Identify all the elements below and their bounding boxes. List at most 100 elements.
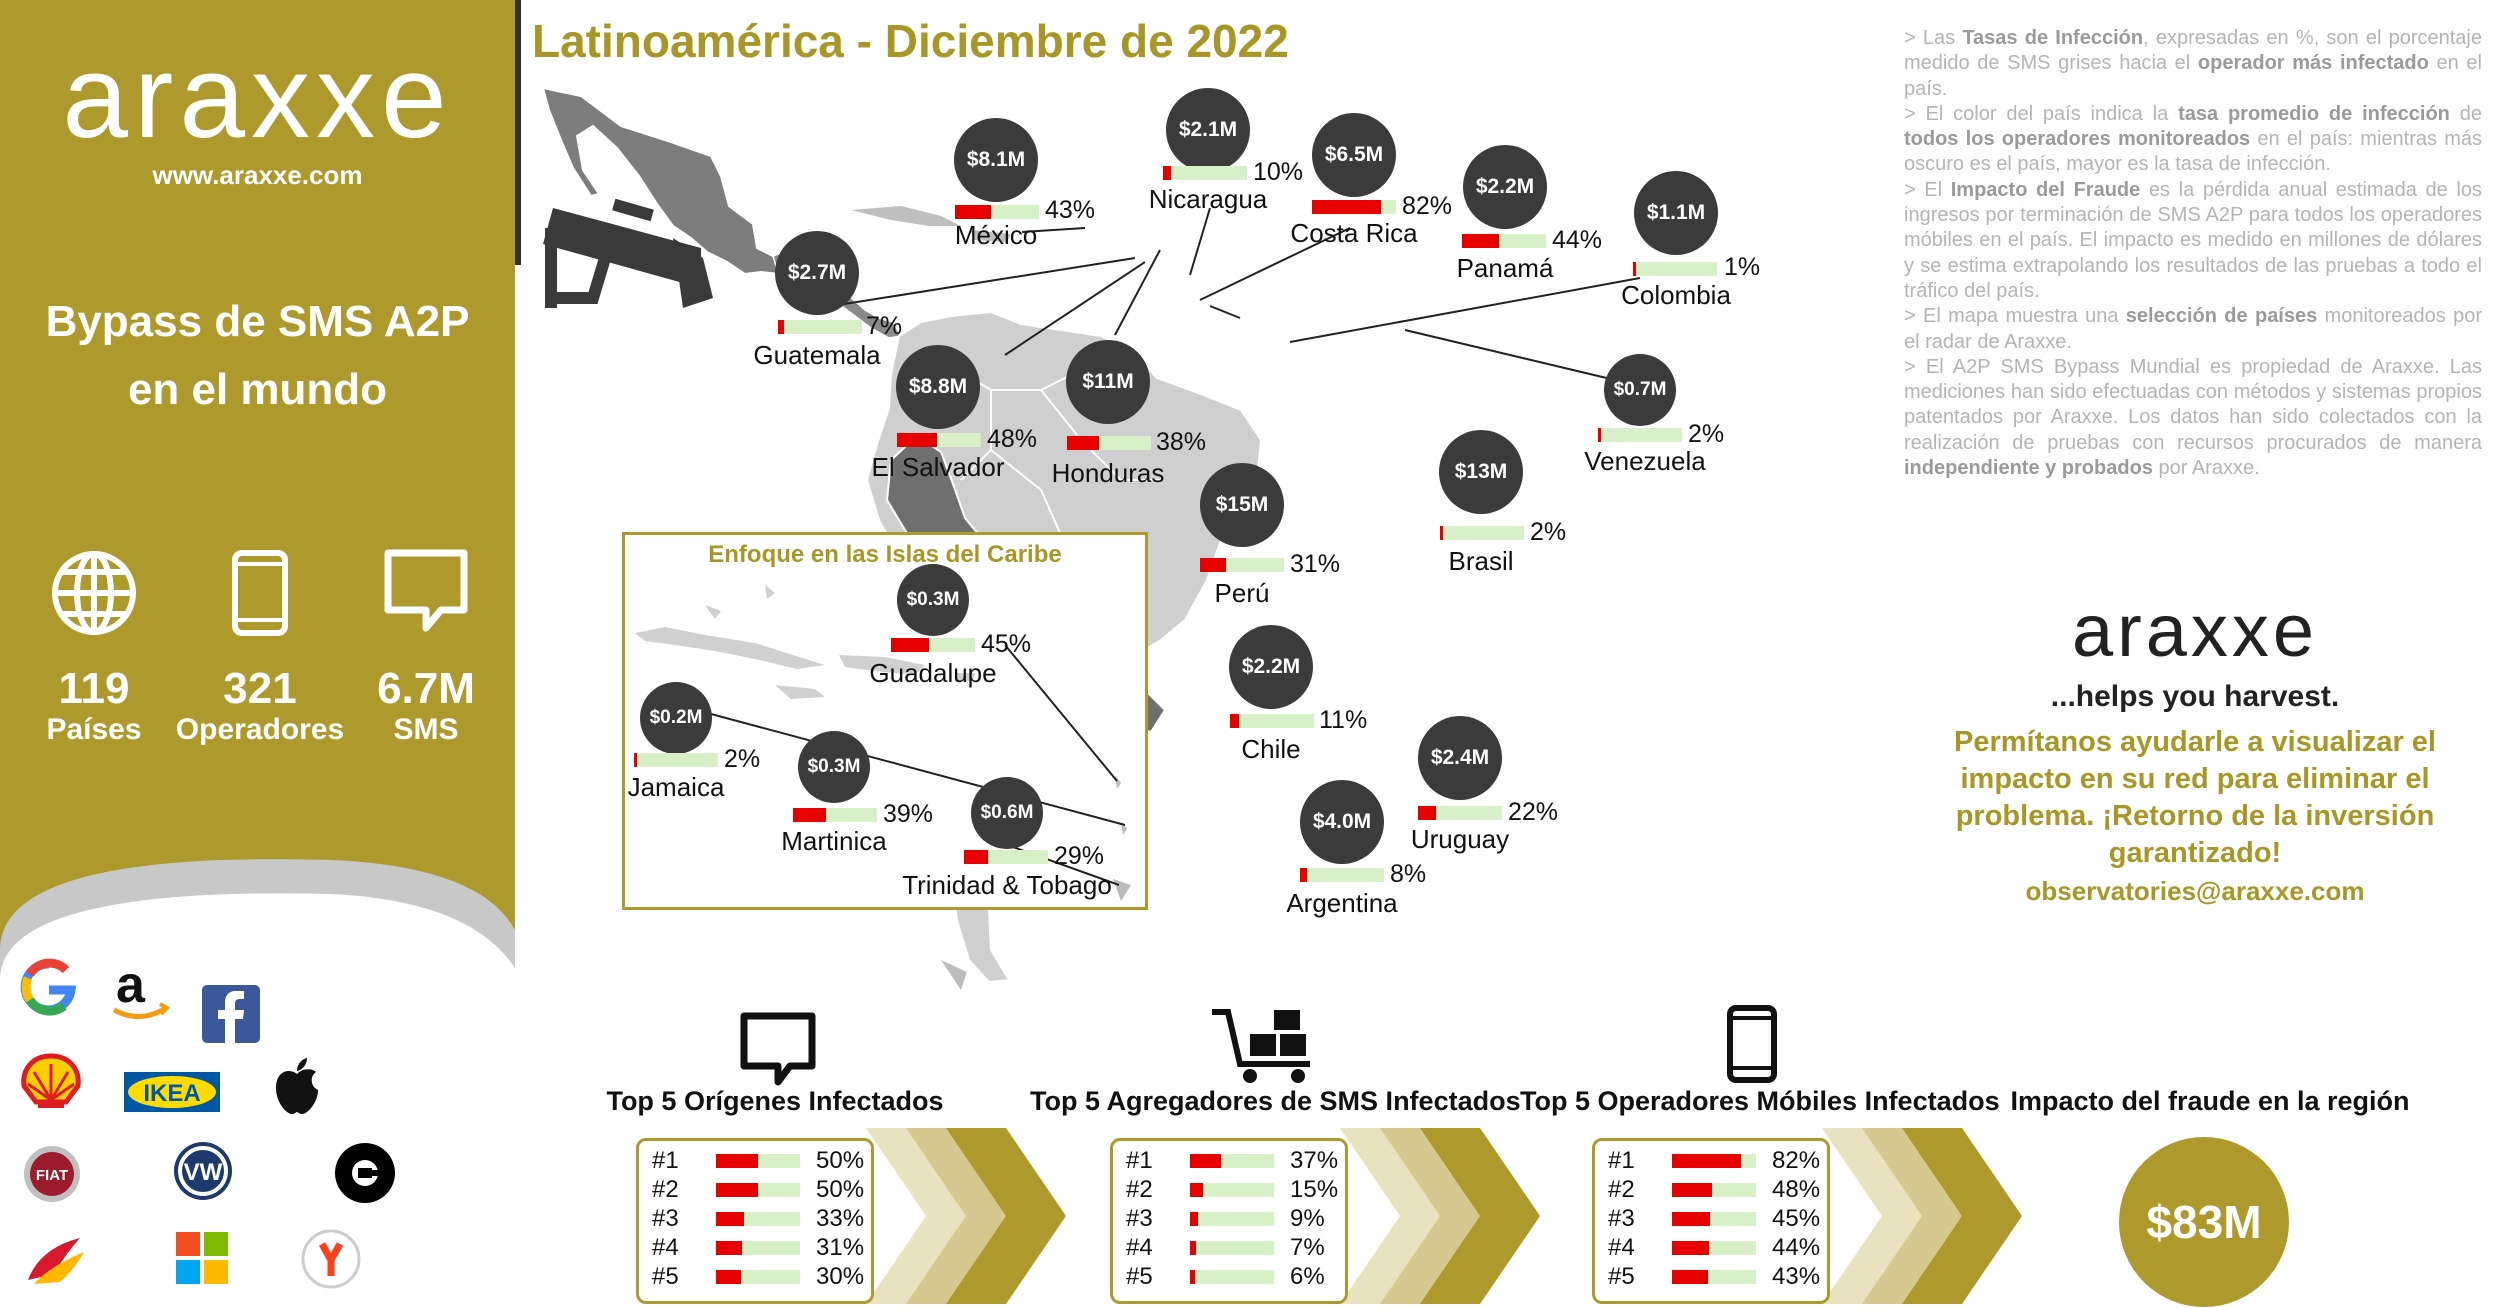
colombia-infection-bar: [1633, 262, 1717, 276]
nicaragua-label: Nicaragua: [1148, 184, 1268, 214]
panama-infection-bar: [1462, 234, 1546, 248]
note-country-color: > El color del país indica la tasa prome…: [1904, 102, 2482, 176]
guadalupe-infection-bar: [891, 638, 975, 652]
panel-origins-chevrons: [866, 1128, 1066, 1304]
jamaica-impact-bubble: $0.2M: [640, 682, 712, 754]
note-ownership: > El A2P SMS Bypass Mundial es propiedad…: [1904, 355, 2482, 480]
nicaragua-infection-rate: 10%: [1253, 158, 1304, 186]
panel-operators-chevrons: [1822, 1128, 2022, 1304]
tagline: ...helps you harvest.: [2050, 680, 2340, 713]
yandex-logo-icon: [300, 1228, 370, 1298]
svg-text:VW: VW: [184, 1159, 223, 1186]
caribbean-islands-map: [635, 585, 1131, 901]
venezuela-label: Venezuela: [1584, 446, 1706, 476]
panel-aggregators-chevrons: [1340, 1128, 1540, 1304]
honduras-infection-rate: 38%: [1156, 428, 1207, 456]
sidebar-title: Bypass de SMS A2P en el mundo: [0, 288, 515, 424]
stat-sms-label: SMS: [393, 713, 459, 746]
argentina-impact-bubble: $4.0M: [1300, 780, 1384, 864]
guadalupe-infection-rate: 45%: [981, 630, 1032, 658]
panama-label: Panamá: [1456, 253, 1554, 283]
panel-operators: #1 82% #2 48% #3 45% #4 44% #5 43%: [1592, 1138, 2012, 1306]
colombia-infection-rate: 1%: [1724, 253, 1761, 281]
jamaica-infection-bar: [634, 753, 718, 767]
venezuela-infection-bar: [1598, 428, 1682, 442]
stat-countries-label: Países: [46, 713, 142, 746]
panel-operators-title: Top 5 Operadores Móbiles Infectados: [1520, 1086, 2000, 1116]
trinidad-tobago-impact-bubble: $0.6M: [971, 777, 1043, 849]
uruguay-infection-rate: 22%: [1508, 798, 1559, 826]
venezuela-infection-rate: 2%: [1688, 420, 1725, 448]
svg-text:FIAT: FIAT: [36, 1167, 68, 1184]
guatemala-label: Guatemala: [753, 340, 881, 370]
peru-impact-bubble: $15M: [1200, 463, 1284, 547]
stat-sms-value: 6.7M: [377, 664, 475, 713]
cart-icon: [1210, 1006, 1320, 1091]
jamaica-infection-rate: 2%: [724, 745, 761, 773]
araxxe-logo-secondary: araxxe: [2071, 589, 2319, 672]
uber-logo-icon: [334, 1142, 404, 1212]
martinica-infection-rate: 39%: [883, 800, 934, 828]
brasil-infection-bar: [1440, 526, 1524, 540]
stat-operators-label: Operadores: [175, 713, 345, 746]
fiat-logo-icon: FIAT: [22, 1144, 92, 1214]
el-salvador-label: El Salvador: [871, 452, 1005, 482]
regional-impact-title: Impacto del fraude en la región: [2010, 1086, 2410, 1116]
guatemala-impact-bubble: $2.7M: [775, 231, 859, 315]
martinica-infection-bar: [793, 808, 877, 822]
stat-operators-value: 321: [223, 664, 297, 713]
volkswagen-logo-icon: VW: [172, 1140, 242, 1210]
svg-text:a: a: [116, 960, 146, 1014]
uruguay-infection-bar: [1418, 806, 1502, 820]
mexico-infection-bar: [955, 205, 1039, 219]
iberia-logo-icon: [20, 1230, 90, 1300]
trinidad-tobago-infection-bar: [964, 850, 1048, 864]
panel-origins-title: Top 5 Orígenes Infectados: [606, 1086, 944, 1116]
panel-aggregators: #1 37% #2 15% #3 9% #4 7% #5 6%: [1110, 1138, 1530, 1306]
costa-rica-impact-bubble: $6.5M: [1312, 113, 1396, 197]
colombia-impact-bubble: $1.1M: [1634, 171, 1718, 255]
stat-countries: 119 Países: [4, 548, 184, 748]
el-salvador-infection-bar: [897, 433, 981, 447]
chile-infection-bar: [1230, 714, 1314, 728]
contact-email-link[interactable]: observatories@araxxe.com: [2025, 876, 2365, 906]
argentina-infection-bar: [1300, 868, 1384, 882]
call-to-action-text: Permítanos ayudarle a visualizar el impa…: [1954, 726, 2436, 869]
amazon-logo-icon: a: [104, 956, 174, 1030]
peru-infection-rate: 31%: [1290, 550, 1341, 578]
sidebar-title-line1: Bypass de SMS A2P: [45, 297, 470, 346]
guadalupe-impact-bubble: $0.3M: [897, 564, 969, 636]
colombia-label: Colombia: [1621, 280, 1731, 310]
mexico-infection-rate: 43%: [1045, 196, 1096, 224]
panama-infection-rate: 44%: [1552, 226, 1603, 254]
chile-infection-rate: 11%: [1319, 706, 1368, 734]
costa-rica-infection-bar: [1312, 200, 1396, 214]
mexico-label: México: [954, 220, 1038, 250]
chile-impact-bubble: $2.2M: [1229, 625, 1313, 709]
jamaica-label: Jamaica: [627, 772, 725, 802]
brasil-impact-bubble: $13M: [1439, 430, 1523, 514]
costa-rica-label: Costa Rica: [1290, 218, 1418, 248]
guatemala-infection-bar: [778, 320, 862, 334]
nicaragua-impact-bubble: $2.1M: [1166, 88, 1250, 172]
guadalupe-label: Guadalupe: [869, 658, 997, 688]
website-link[interactable]: www.araxxe.com: [152, 160, 363, 190]
google-logo-icon: [18, 956, 88, 1026]
chile-label: Chile: [1241, 734, 1301, 764]
mexico-shape: [541, 86, 785, 276]
el-salvador-infection-rate: 48%: [987, 425, 1038, 453]
argentina-infection-rate: 8%: [1390, 860, 1427, 888]
uruguay-impact-bubble: $2.4M: [1418, 716, 1502, 800]
brasil-label: Brasil: [1448, 546, 1514, 576]
mexico-impact-bubble: $8.1M: [954, 118, 1038, 202]
smartphone-icon: [170, 548, 350, 648]
sidebar-title-line2: en el mundo: [127, 365, 388, 414]
note-selection: > El mapa muestra una selección de paíse…: [1904, 305, 2483, 353]
apple-logo-icon: [272, 1056, 342, 1126]
sidebar: araxxe www.araxxe.com Bypass de SMS A2P …: [0, 0, 515, 1308]
martinica-label: Martinica: [781, 826, 887, 856]
costa-rica-infection-rate: 82%: [1402, 192, 1453, 220]
panel-aggregators-title: Top 5 Agregadores de SMS Infectados: [1030, 1086, 1521, 1116]
honduras-label: Honduras: [1051, 458, 1165, 488]
honduras-infection-bar: [1067, 436, 1151, 450]
